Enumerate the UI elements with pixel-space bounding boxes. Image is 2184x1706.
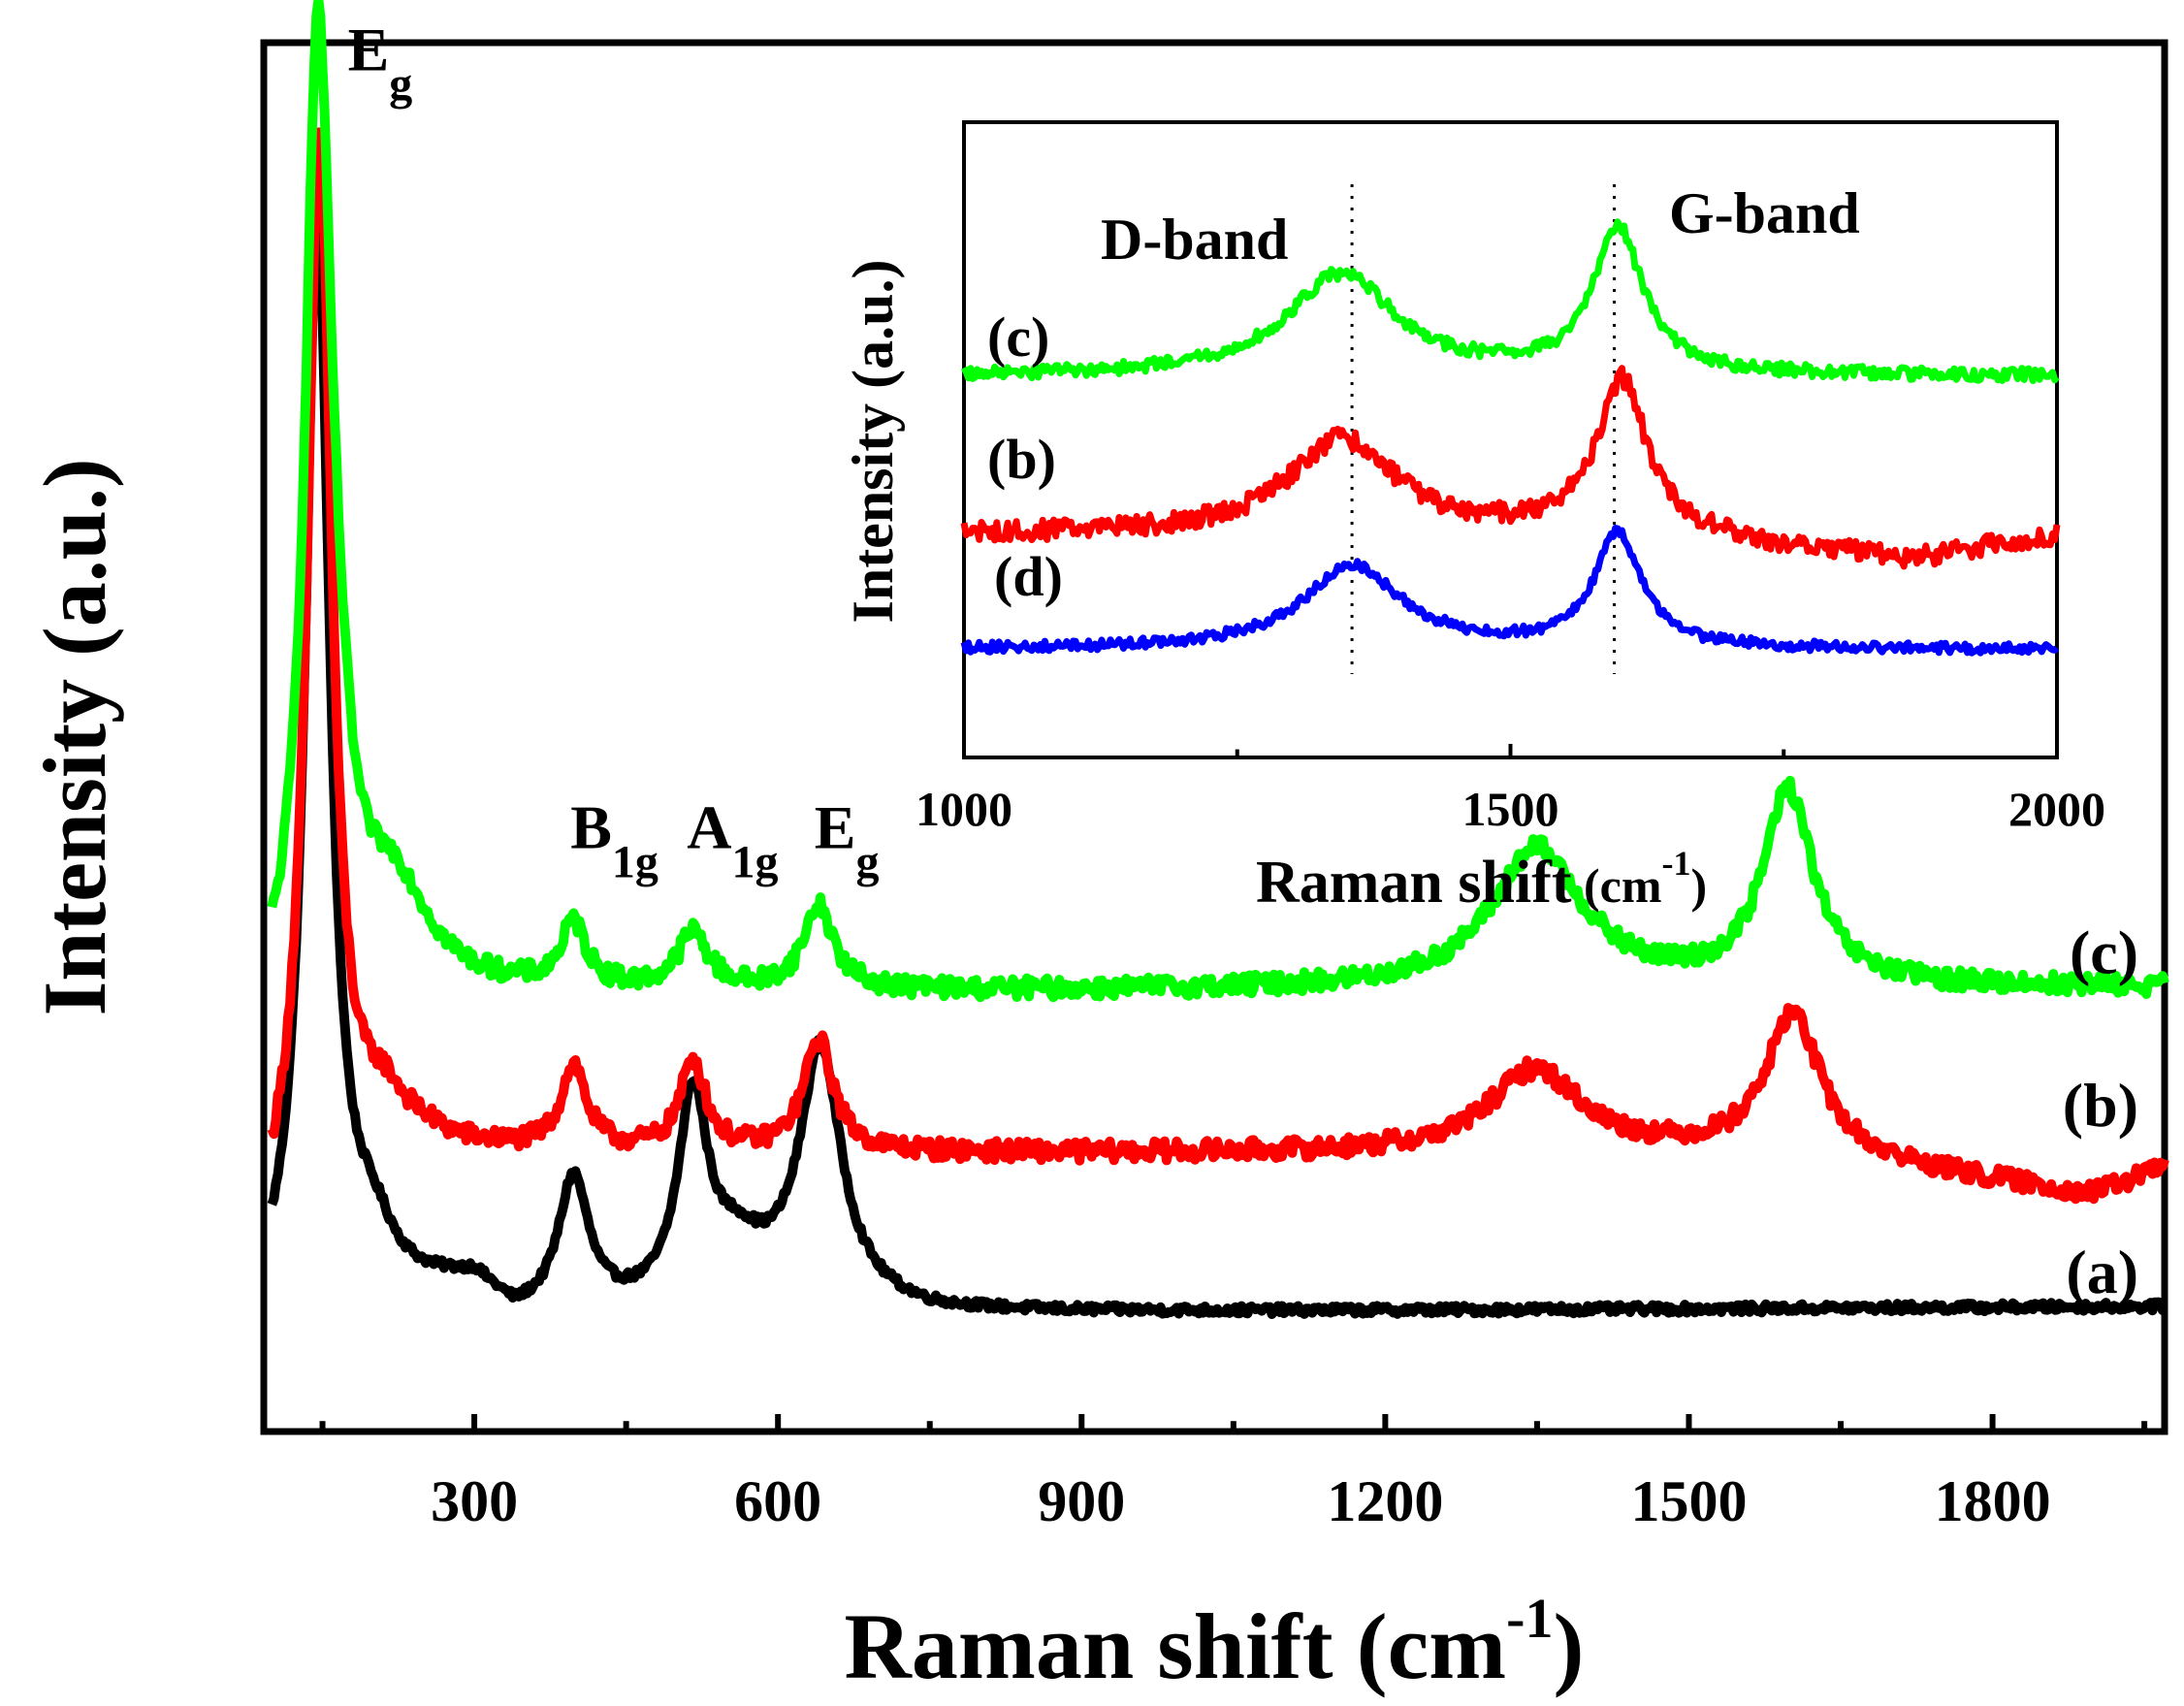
main-curve-label: (c) xyxy=(2070,917,2138,986)
peak-annotation: A1g xyxy=(687,793,778,888)
inset-x-axis-label-sup: -1 xyxy=(1662,844,1691,883)
main-x-tick-label: 600 xyxy=(734,1469,821,1533)
inset-x-tick-label: 1500 xyxy=(1462,782,1559,836)
main-x-axis-label-close: ) xyxy=(1553,1594,1584,1698)
inset-y-axis-label: Intensity (a.u.) xyxy=(841,259,905,623)
inset-x-axis-label: Raman shift (cm-1) xyxy=(1256,844,1707,916)
main-series-line-1 xyxy=(267,127,2169,1205)
inset-plot-frame xyxy=(962,120,2059,759)
inset-x-tick-label: 1000 xyxy=(915,782,1012,836)
main-x-axis-label-sup: -1 xyxy=(1506,1587,1553,1650)
peak-annotation: Eg xyxy=(348,16,413,111)
main-x-tick-label: 1200 xyxy=(1327,1469,1443,1533)
main-curve-label: (a) xyxy=(2066,1238,2138,1306)
inset-curve-label-c: (c) xyxy=(987,306,1049,369)
peak-annotation: B1g xyxy=(570,793,658,888)
inset-chart: 1000 1500 2000 D-band G-band (c) (b) (d) I… xyxy=(841,120,2105,916)
main-x-axis-label: Raman shift (cm-1) xyxy=(845,1587,1585,1698)
main-y-axis-label: Intensity (a.u.) xyxy=(25,458,124,1015)
inset-reference-lines xyxy=(1350,184,1617,674)
inset-x-axis-label-close: ) xyxy=(1691,858,1708,913)
inset-x-axis-label-text: Raman shift xyxy=(1256,850,1572,916)
inset-x-ticks: 1000 1500 2000 xyxy=(915,744,2105,836)
inset-curve-label-b: (b) xyxy=(987,428,1056,491)
main-x-axis-label-text: Raman shift (cm xyxy=(845,1594,1507,1698)
main-x-tick-label: 1500 xyxy=(1630,1469,1747,1533)
main-x-tick-label: 1800 xyxy=(1935,1469,2051,1533)
main-plot-frame xyxy=(260,39,2168,1435)
main-x-tick-label: 900 xyxy=(1038,1469,1125,1533)
main-x-tick-label: 300 xyxy=(431,1469,518,1533)
inset-x-axis-label-tail: (cm xyxy=(1572,858,1662,913)
inset-series-line-2 xyxy=(960,525,2060,657)
inset-x-tick-label: 2000 xyxy=(2008,782,2105,836)
inset-series-group xyxy=(960,218,2061,657)
main-series-line-0 xyxy=(267,203,2168,1319)
inset-d-band-label: D-band xyxy=(1101,208,1288,272)
main-series-group xyxy=(267,0,2169,1319)
peak-annotation: Eg xyxy=(815,793,880,888)
main-peak-annotations: Eg B1g A1g Eg xyxy=(348,16,880,888)
main-curve-label: (b) xyxy=(2063,1071,2138,1140)
inset-g-band-label: G-band xyxy=(1669,181,1860,245)
main-series-line-2 xyxy=(267,0,2169,1003)
inset-curve-label-d: (d) xyxy=(994,545,1063,608)
main-curve-labels: (c) (b) (a) xyxy=(2063,917,2138,1305)
inset-series-line-0 xyxy=(960,218,2060,384)
inset-series-line-1 xyxy=(960,365,2061,570)
main-x-ticks: 300 600 900 1200 1500 1800 xyxy=(319,1414,2148,1533)
